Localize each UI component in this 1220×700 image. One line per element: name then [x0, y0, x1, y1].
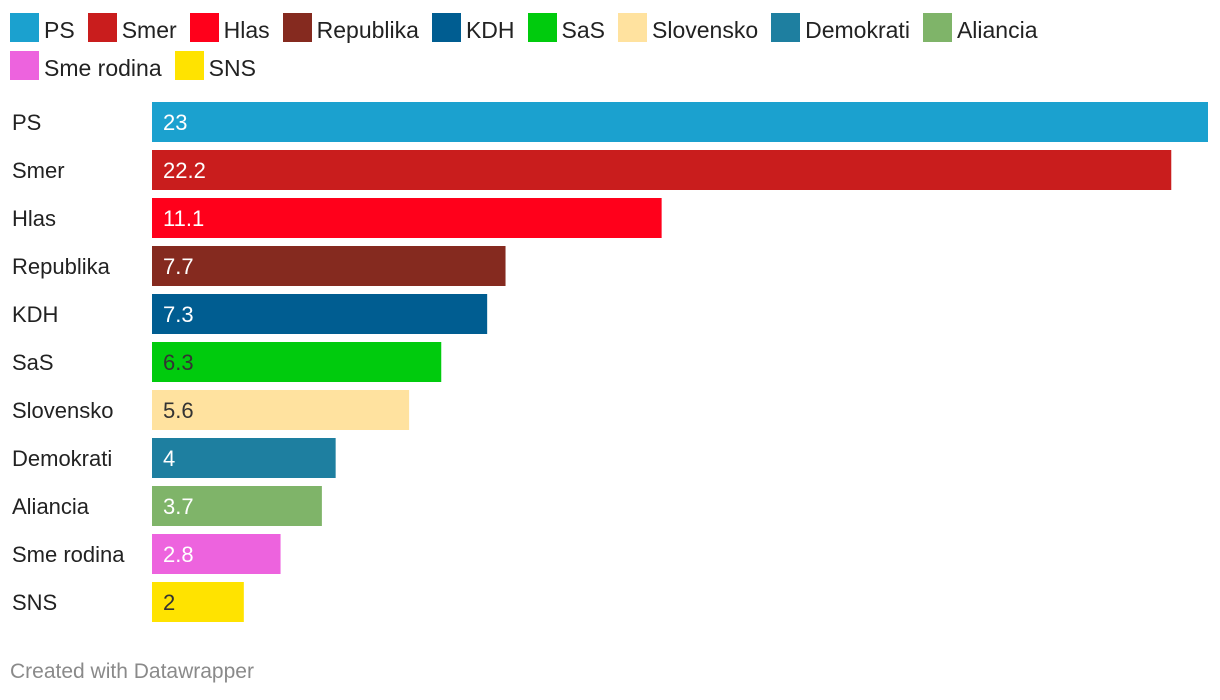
category-label: SNS	[12, 590, 57, 615]
footer-credit[interactable]: Created with Datawrapper	[10, 660, 254, 683]
bar-value-label: 11.1	[163, 206, 204, 231]
legend-label: Slovensko	[652, 16, 759, 43]
legend-swatch	[771, 13, 801, 43]
category-label: KDH	[12, 302, 58, 327]
legend-label: Republika	[316, 16, 419, 43]
bar[interactable]	[152, 342, 442, 382]
bar-value-label: 4	[163, 446, 175, 471]
bar-value-label: 2	[163, 590, 175, 615]
legend-item: Slovensko	[618, 10, 758, 48]
category-label: Demokrati	[12, 446, 112, 471]
legend-swatch	[10, 51, 39, 81]
category-label: Republika	[12, 254, 111, 279]
legend-item: Sme rodina	[10, 48, 162, 86]
bar[interactable]	[152, 246, 506, 286]
bar-value-label: 7.3	[163, 302, 194, 327]
legend-swatch	[282, 13, 312, 43]
category-label: PS	[12, 110, 41, 135]
legend-swatch	[174, 51, 204, 81]
bar[interactable]	[152, 390, 410, 430]
legend-item: PS	[10, 10, 75, 48]
legend-label: KDH	[465, 16, 515, 43]
bar-value-label: 2.8	[163, 542, 194, 567]
bar[interactable]	[152, 294, 488, 334]
legend-label: SaS	[561, 16, 605, 43]
legend-item: Aliancia	[922, 10, 1038, 48]
category-label: Smer	[12, 158, 65, 183]
bar[interactable]	[152, 150, 1172, 190]
legend-label: Aliancia	[956, 16, 1038, 43]
legend-item: Smer	[87, 10, 177, 48]
category-label: Aliancia	[12, 494, 90, 519]
bar[interactable]	[152, 102, 1208, 142]
bar[interactable]	[152, 198, 662, 238]
legend-label: PS	[44, 16, 75, 43]
bar[interactable]	[152, 534, 281, 574]
legend-label: SNS	[208, 54, 256, 81]
legend-item: SNS	[174, 48, 256, 86]
category-label: Sme rodina	[12, 542, 125, 567]
bar[interactable]	[152, 438, 336, 478]
legend-swatch	[431, 13, 461, 43]
legend-swatch	[189, 13, 219, 43]
bar-value-label: 23	[163, 110, 187, 135]
legend-swatch	[10, 13, 39, 43]
legend-item: Hlas	[189, 10, 270, 48]
legend-item: KDH	[431, 10, 515, 48]
legend-label: Smer	[121, 16, 177, 43]
legend-swatch	[527, 13, 557, 43]
legend-item: SaS	[527, 10, 605, 48]
chart-legend: PS Smer Hlas Republika KDH SaS Slovensko Demokr…	[10, 10, 1210, 86]
bar-value-label: 6.3	[163, 350, 194, 375]
legend-swatch	[618, 13, 647, 43]
legend-swatch	[87, 13, 117, 43]
legend-label: Sme rodina	[44, 54, 162, 81]
category-label: Slovensko	[12, 398, 114, 423]
legend-item: Demokrati	[771, 10, 910, 48]
legend-swatch	[922, 13, 952, 43]
category-label: Hlas	[12, 206, 56, 231]
legend-label: Hlas	[223, 16, 270, 43]
bar-value-label: 22.2	[163, 158, 206, 183]
bar-value-label: 5.6	[163, 398, 194, 423]
bar-value-label: 3.7	[163, 494, 194, 519]
bar-value-label: 7.7	[163, 254, 194, 279]
legend-item: Republika	[282, 10, 419, 48]
category-label: SaS	[12, 350, 54, 375]
bar[interactable]	[152, 582, 244, 622]
bar[interactable]	[152, 486, 322, 526]
legend-label: Demokrati	[805, 16, 910, 43]
